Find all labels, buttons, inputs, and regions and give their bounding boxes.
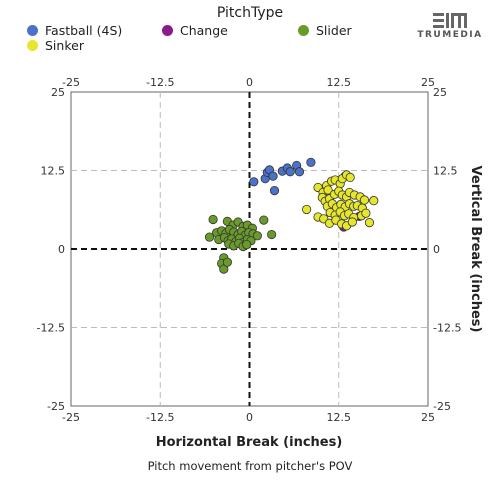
legend-item-fastball[interactable]: Fastball (4S) <box>27 23 122 38</box>
y-tick-label-right: 12.5 <box>433 165 458 178</box>
legend-item-change[interactable]: Change <box>162 23 228 38</box>
data-point <box>302 204 312 215</box>
y-tick-label-right: -12.5 <box>433 322 461 335</box>
x-tick-label-bottom: -25 <box>62 411 80 424</box>
axis-layer <box>71 92 428 406</box>
data-point <box>204 232 215 242</box>
legend-title: PitchType <box>216 5 284 21</box>
y-tick-label-left: -12.5 <box>37 322 65 335</box>
legend-label: Sinker <box>45 38 84 53</box>
legend-label: Fastball (4S) <box>45 23 123 38</box>
x-tick-label-bottom: -12.5 <box>146 411 174 424</box>
x-tick-label-top: 25 <box>421 76 435 89</box>
data-point <box>222 257 232 267</box>
data-point <box>242 240 252 250</box>
y-axis-title: Vertical Break (inches) <box>468 166 483 333</box>
legend-marker <box>162 25 173 36</box>
data-point <box>347 217 357 227</box>
y-tick-label-right: 0 <box>433 243 440 256</box>
logo-text: TRUMEDIA <box>417 30 483 40</box>
data-point <box>369 196 379 206</box>
x-tick-label-top: -25 <box>62 76 80 89</box>
legend-marker <box>298 25 309 36</box>
x-tick-label-top: 0 <box>246 76 253 89</box>
x-tick-label-bottom: 12.5 <box>327 411 352 424</box>
data-point <box>364 218 375 228</box>
data-point <box>267 229 277 240</box>
legend-marker <box>27 40 38 51</box>
data-point <box>361 208 371 218</box>
data-point <box>249 177 259 187</box>
data-point <box>208 214 218 225</box>
trumedia-logo-icon <box>433 13 467 28</box>
y-tick-label-left: 25 <box>51 86 65 99</box>
data-point <box>259 215 269 225</box>
legend-item-sinker[interactable]: Sinker <box>27 38 84 53</box>
x-tick-label-bottom: 0 <box>246 411 253 424</box>
data-point <box>252 231 262 241</box>
data-point <box>285 167 295 177</box>
data-point <box>294 167 305 177</box>
x-tick-label-top: 12.5 <box>327 76 352 89</box>
data-point <box>306 157 316 167</box>
points-layer <box>204 157 379 274</box>
legend-label: Slider <box>316 23 352 38</box>
x-tick-label-bottom: 25 <box>421 411 435 424</box>
y-tick-label-right: -25 <box>433 400 451 413</box>
data-point <box>323 185 333 195</box>
y-tick-label-left: 12.5 <box>41 165 66 178</box>
y-tick-label-left: -25 <box>47 400 65 413</box>
legend-item-slider[interactable]: Slider <box>298 23 352 38</box>
legend-label: Change <box>180 23 228 38</box>
data-point <box>268 171 278 181</box>
data-point <box>345 172 355 183</box>
x-tick-label-top: -12.5 <box>146 76 174 89</box>
data-point <box>359 195 370 205</box>
data-point <box>269 185 280 196</box>
x-axis-title: Horizontal Break (inches) <box>156 435 343 450</box>
y-tick-label-right: 25 <box>433 86 447 99</box>
y-tick-label-left: 0 <box>58 243 65 256</box>
chart-caption: Pitch movement from pitcher's POV <box>147 459 353 473</box>
legend-marker <box>27 25 38 36</box>
